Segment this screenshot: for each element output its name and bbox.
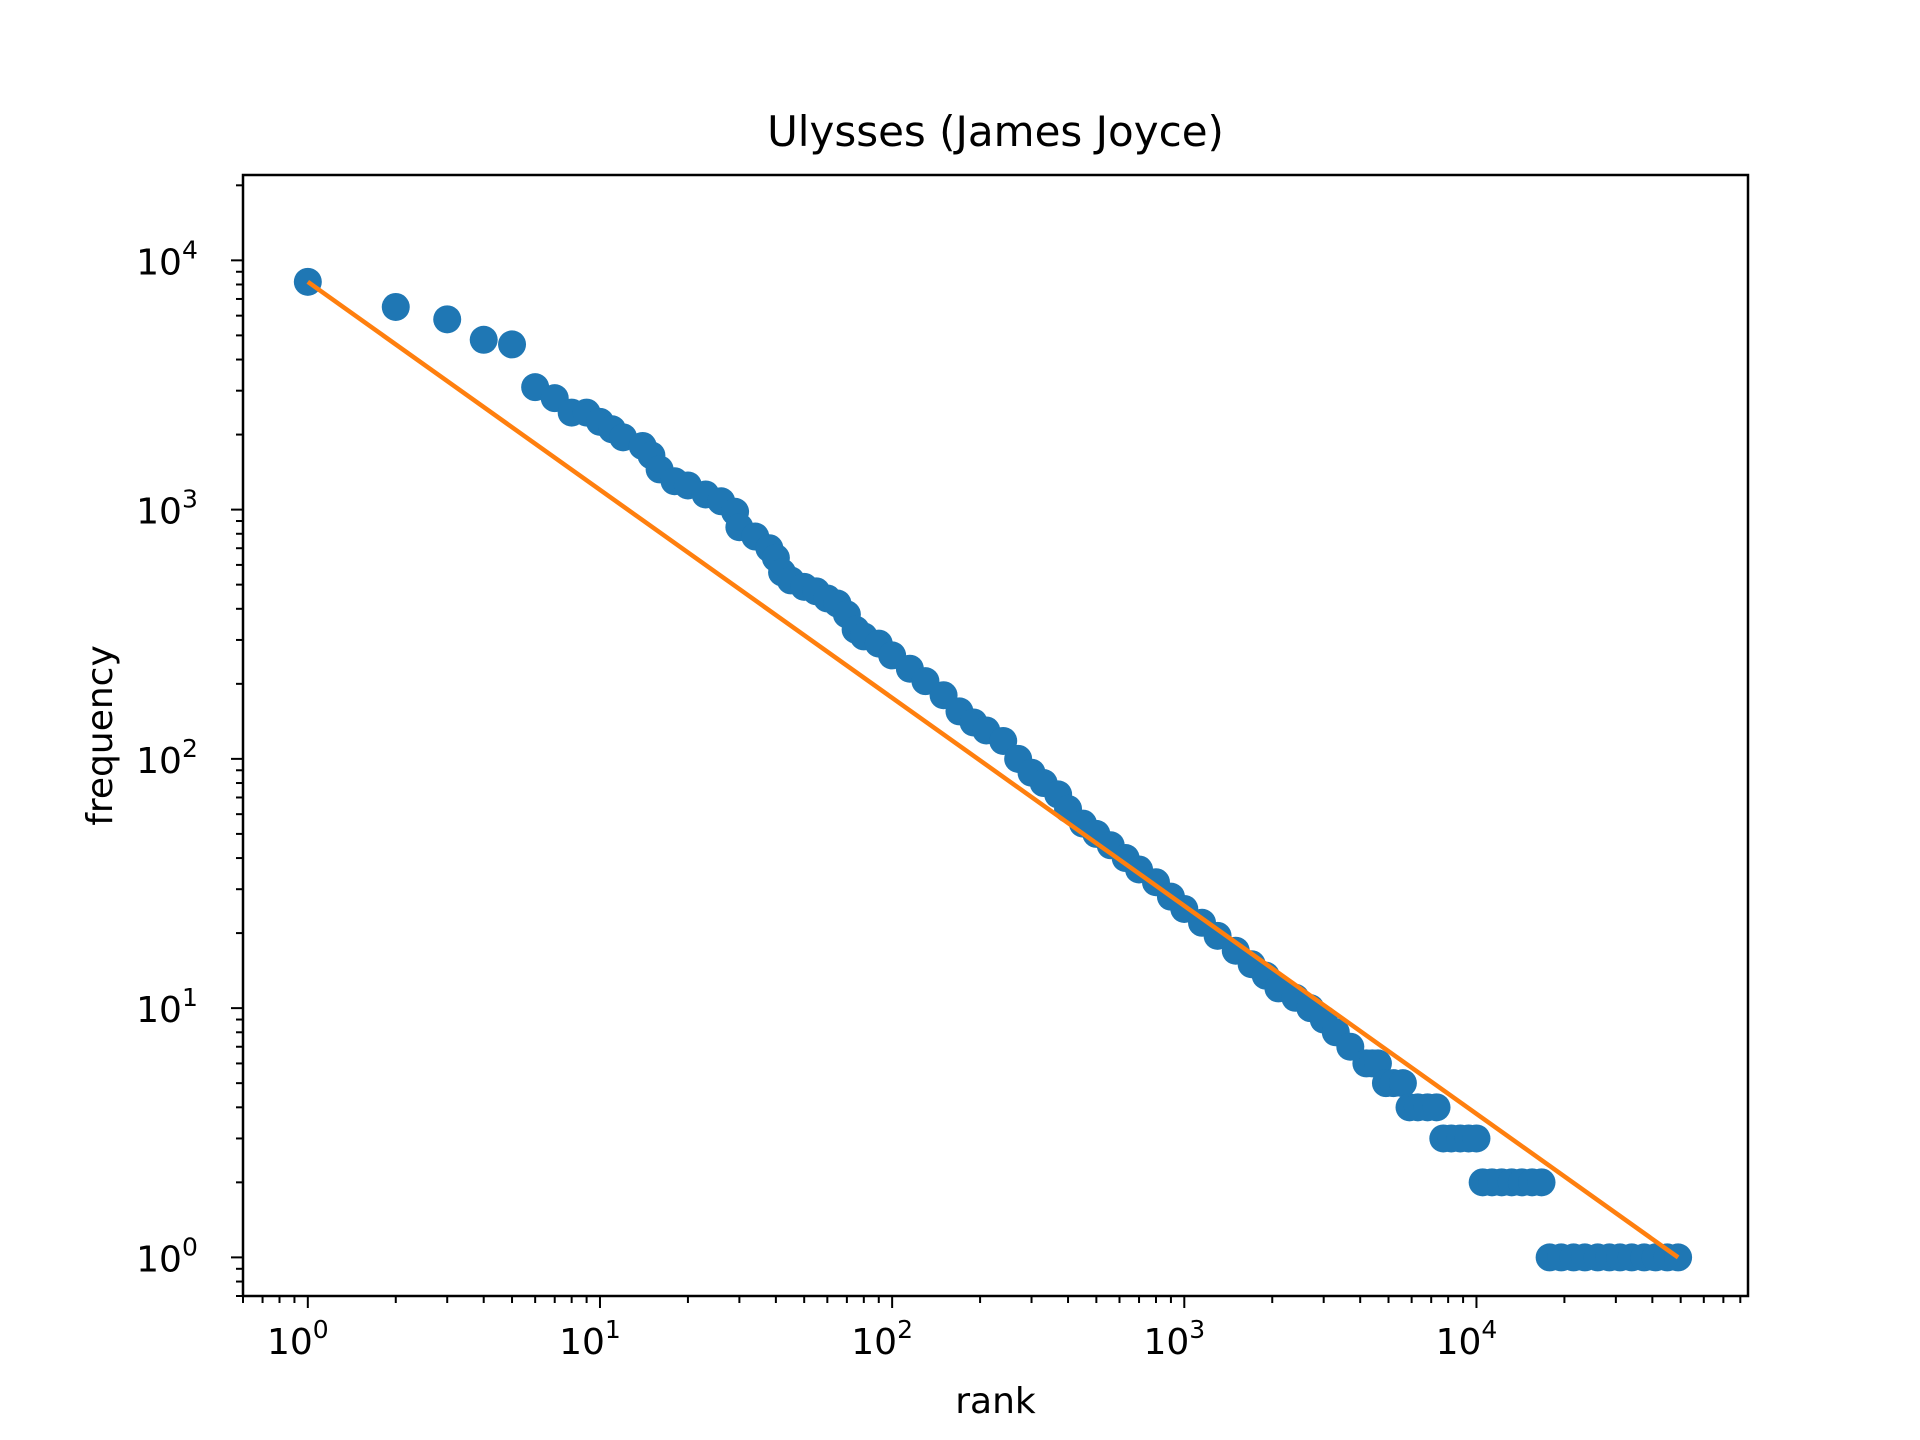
y-tick-label: 104 <box>136 235 198 283</box>
scatter-point <box>433 305 462 334</box>
x-axis-ticks: 100 101 102 103 104 <box>242 1296 1742 1363</box>
x-tick-exponent: 0 <box>313 1315 329 1344</box>
y-tick-exponent: 2 <box>182 734 198 763</box>
y-tick-label: 102 <box>136 734 198 782</box>
scatter-point <box>1527 1168 1556 1197</box>
x-tick-base: 10 <box>267 1322 313 1363</box>
y-axis-label: frequency <box>80 645 121 826</box>
y-tick-base: 10 <box>136 990 182 1031</box>
axes-frame <box>241 173 1750 1298</box>
x-tick-base: 10 <box>851 1322 897 1363</box>
y-tick-label: 100 <box>136 1232 198 1280</box>
y-tick-exponent: 0 <box>182 1232 198 1261</box>
y-tick-base: 10 <box>136 242 182 283</box>
scatter-point <box>1462 1124 1491 1153</box>
x-tick-exponent: 2 <box>897 1315 913 1344</box>
y-tick-base: 10 <box>136 741 182 782</box>
scatter-point <box>498 330 527 359</box>
scatter-point <box>1388 1069 1417 1098</box>
y-tick-exponent: 3 <box>182 485 198 514</box>
y-tick-exponent: 1 <box>182 983 198 1012</box>
scatter-point <box>469 325 498 354</box>
x-tick-base: 10 <box>1436 1322 1482 1363</box>
x-axis-label: rank <box>955 1381 1036 1422</box>
x-tick-exponent: 1 <box>605 1315 621 1344</box>
fit-line <box>306 279 1680 1260</box>
y-tick-label: 101 <box>136 983 198 1031</box>
x-tick-label: 104 <box>1436 1315 1498 1363</box>
chart-title: Ulysses (James Joyce) <box>767 107 1224 156</box>
x-tick-label: 102 <box>851 1315 913 1363</box>
y-tick-label: 103 <box>136 485 198 533</box>
y-tick-base: 10 <box>136 1239 182 1280</box>
x-tick-exponent: 3 <box>1189 1315 1205 1344</box>
scatter-point <box>1422 1093 1451 1122</box>
x-tick-base: 10 <box>1143 1322 1189 1363</box>
y-tick-base: 10 <box>136 492 182 533</box>
y-tick-exponent: 4 <box>182 235 198 264</box>
x-tick-label: 101 <box>559 1315 621 1363</box>
x-tick-label: 103 <box>1143 1315 1205 1363</box>
x-tick-exponent: 4 <box>1481 1315 1497 1344</box>
plot-area <box>293 267 1693 1272</box>
x-tick-label: 100 <box>267 1315 329 1363</box>
x-tick-base: 10 <box>559 1322 605 1363</box>
scatter-point <box>381 292 410 321</box>
